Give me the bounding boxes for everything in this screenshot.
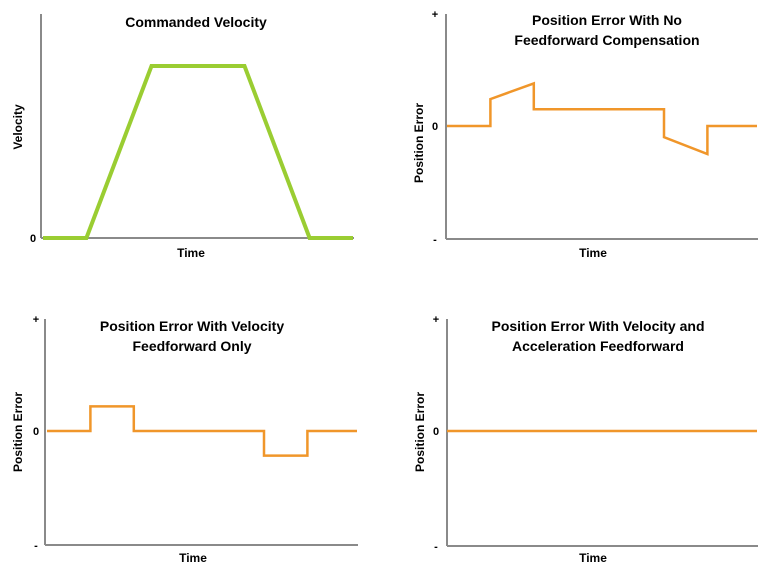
chart-title-line: Feedforward Compensation xyxy=(514,32,699,48)
y-tick-label: + xyxy=(33,314,39,326)
chart-panel-2: Position Error With No Feedforward Compen… xyxy=(412,9,758,260)
chart-title: Position Error With Velocity and Accelera… xyxy=(491,318,704,354)
y-tick-label: 0 xyxy=(30,233,36,245)
x-axis-label: Time xyxy=(579,246,607,260)
x-axis-label: Time xyxy=(177,246,205,260)
chart-title: Position Error With Velocity Feedforward … xyxy=(100,318,284,354)
y-axis-label: Velocity xyxy=(11,104,25,150)
y-tick-label: - xyxy=(434,541,438,553)
chart-title-line: Commanded Velocity xyxy=(125,14,267,30)
chart-panel-1: Commanded Velocity Time Velocity 0 xyxy=(11,14,354,260)
y-axis-label: Position Error xyxy=(413,392,427,472)
chart-title-line: Acceleration Feedforward xyxy=(512,338,684,354)
y-tick-label: 0 xyxy=(432,121,438,133)
y-tick-label: + xyxy=(433,314,439,326)
y-tick-label: 0 xyxy=(433,426,439,438)
y-tick-label: - xyxy=(433,234,437,246)
y-tick-label: 0 xyxy=(33,426,39,438)
chart-title-line: Position Error With No xyxy=(532,12,682,28)
x-axis-label: Time xyxy=(179,551,207,565)
chart-title-line: Position Error With Velocity xyxy=(100,318,284,334)
y-tick-label: + xyxy=(432,9,438,21)
y-axis-label: Position Error xyxy=(412,103,426,183)
series-line xyxy=(47,405,357,457)
x-axis-label: Time xyxy=(579,551,607,565)
y-axis-label: Position Error xyxy=(11,392,25,472)
chart-panel-3: Position Error With Velocity Feedforward … xyxy=(11,314,358,565)
chart-title: Position Error With No Feedforward Compen… xyxy=(514,12,699,48)
y-tick-label: - xyxy=(34,540,38,552)
chart-panel-4: Position Error With Velocity and Accelera… xyxy=(413,314,758,565)
series-line xyxy=(43,64,353,240)
chart-title-line: Feedforward Only xyxy=(132,338,251,354)
chart-title: Commanded Velocity xyxy=(125,14,267,30)
series-line xyxy=(447,81,757,156)
chart-title-line: Position Error With Velocity and xyxy=(491,318,704,334)
